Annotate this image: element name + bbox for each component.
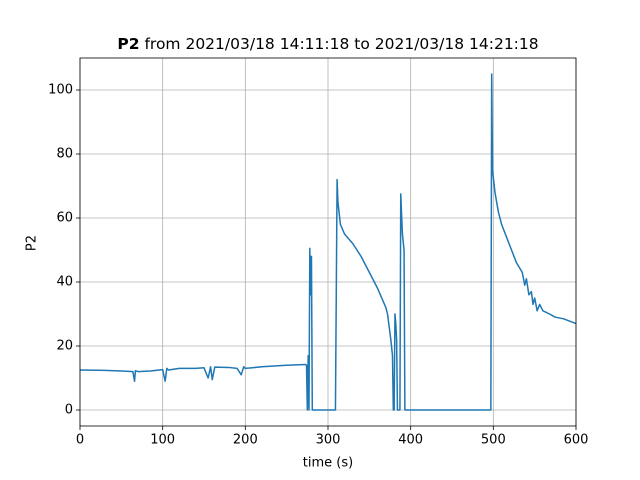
y-tick-label: 40 xyxy=(56,275,73,290)
y-axis-label: P2 xyxy=(25,235,40,251)
chart-title: P2 from 2021/03/18 14:11:18 to 2021/03/1… xyxy=(117,35,538,53)
title-bold: P2 xyxy=(117,35,139,53)
x-tick-label: 400 xyxy=(398,433,423,448)
y-tick-label: 100 xyxy=(48,83,73,98)
plot-frame xyxy=(79,57,577,427)
y-tick-label: 20 xyxy=(56,339,73,354)
y-tick-label: 60 xyxy=(56,211,73,226)
x-axis-label: time (s) xyxy=(303,456,353,471)
x-tick-label: 300 xyxy=(316,433,341,448)
x-tick-label: 200 xyxy=(233,433,258,448)
x-tick-label: 600 xyxy=(564,433,589,448)
y-tick-label: 80 xyxy=(56,147,73,162)
x-tick-label: 0 xyxy=(76,433,84,448)
y-tick-label: 0 xyxy=(65,403,73,418)
data-line xyxy=(79,73,577,411)
x-tick-label: 500 xyxy=(481,433,506,448)
title-text: from 2021/03/18 14:11:18 to 2021/03/18 1… xyxy=(144,35,538,53)
x-tick-label: 100 xyxy=(150,433,175,448)
